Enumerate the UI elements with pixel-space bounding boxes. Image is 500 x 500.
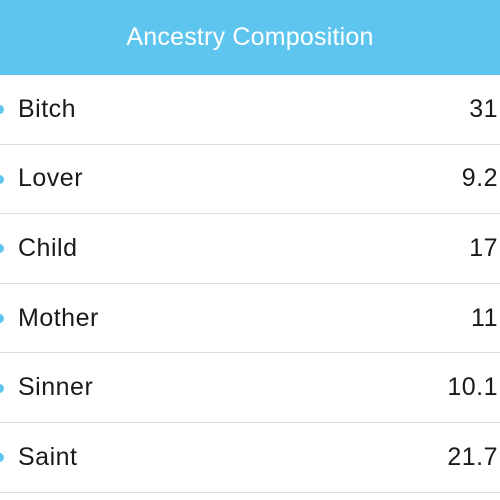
header-bar: Ancestry Composition: [0, 0, 500, 75]
list-row[interactable]: Sinner 10.1: [0, 353, 500, 423]
list-row[interactable]: Saint 21.7: [0, 423, 500, 493]
list-row[interactable]: Mother 11: [0, 284, 500, 354]
row-indicator: [0, 105, 4, 115]
row-label: Sinner: [18, 373, 94, 402]
row-indicator: [0, 314, 4, 324]
row-indicator: [0, 453, 4, 463]
header-title: Ancestry Composition: [126, 23, 374, 51]
row-value: 21.7: [447, 442, 498, 471]
row-label: Lover: [18, 164, 84, 193]
row-label: Child: [18, 233, 78, 262]
list-row[interactable]: Bitch 31: [0, 75, 500, 145]
row-label: Bitch: [18, 94, 77, 123]
row-value: 9.2: [461, 164, 498, 193]
row-value: 10.1: [447, 373, 498, 402]
list-row[interactable]: Lover 9.2: [0, 145, 500, 215]
row-label: Mother: [18, 303, 99, 332]
row-value: 11: [471, 303, 498, 332]
row-value: 31: [469, 94, 498, 123]
row-indicator: [0, 244, 4, 254]
row-value: 17: [469, 233, 498, 262]
row-indicator: [0, 174, 4, 184]
row-label: Saint: [18, 442, 78, 471]
row-indicator: [0, 383, 4, 393]
list-row[interactable]: Child 17: [0, 214, 500, 284]
